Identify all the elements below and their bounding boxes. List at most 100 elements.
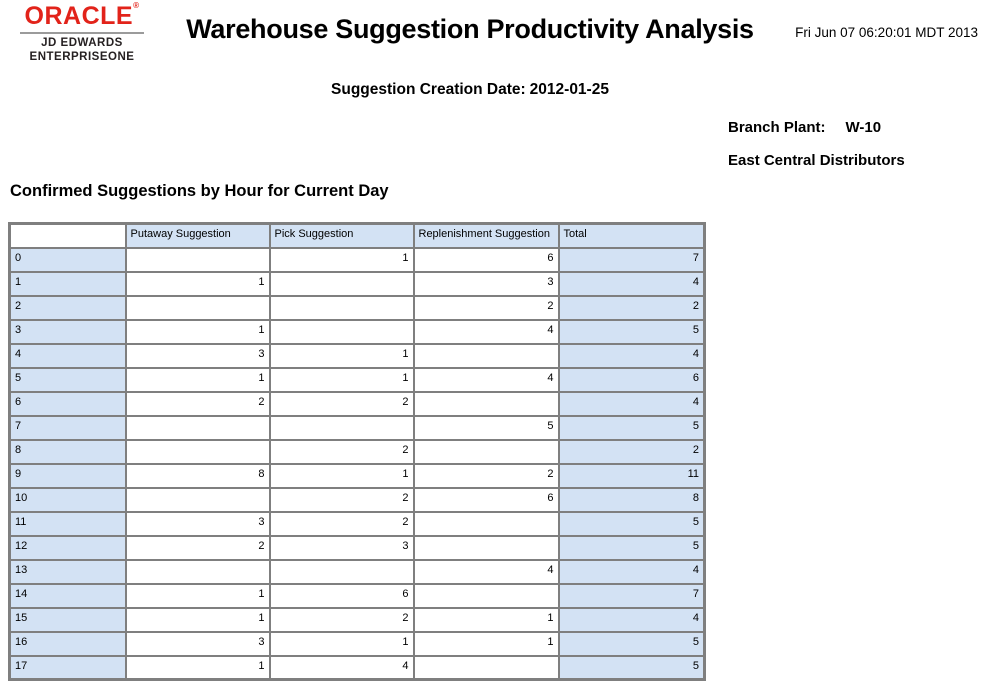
replenishment-value: 1	[412, 630, 560, 657]
replenishment-value: 2	[412, 294, 560, 321]
replenishment-value	[412, 342, 560, 369]
pick-value: 2	[268, 438, 415, 465]
table-row: 12 2 3 5	[8, 534, 706, 561]
total-value: 7	[557, 582, 706, 609]
total-value: 5	[557, 630, 706, 657]
total-value: 4	[557, 270, 706, 297]
column-header-putaway: Putaway Suggestion	[124, 222, 271, 249]
branch-plant-value: W-10	[845, 119, 882, 136]
hour-label: 2	[8, 294, 127, 321]
replenishment-value: 2	[412, 462, 560, 489]
pick-value	[268, 270, 415, 297]
putaway-value: 3	[124, 630, 271, 657]
table-row: 14 1 6 7	[8, 582, 706, 609]
registered-mark: ®	[133, 1, 140, 10]
total-value: 7	[557, 246, 706, 273]
hour-label: 1	[8, 270, 127, 297]
creation-date-value: 2012-01-25	[529, 81, 609, 98]
report-timestamp: Fri Jun 07 06:20:01 MDT 2013	[795, 25, 978, 40]
total-value: 5	[557, 654, 706, 681]
putaway-value	[124, 438, 271, 465]
pick-value: 1	[268, 630, 415, 657]
pick-value: 2	[268, 486, 415, 513]
total-value: 4	[557, 342, 706, 369]
hour-label: 3	[8, 318, 127, 345]
hour-label: 8	[8, 438, 127, 465]
hour-label: 14	[8, 582, 127, 609]
hour-label: 13	[8, 558, 127, 585]
suggestions-by-hour-table: Putaway Suggestion Pick Suggestion Reple…	[8, 222, 706, 681]
pick-value	[268, 558, 415, 585]
hour-label: 12	[8, 534, 127, 561]
pick-value: 6	[268, 582, 415, 609]
oracle-brand-text: ORACLE	[24, 2, 134, 30]
table-row: 11 3 2 5	[8, 510, 706, 537]
total-value: 11	[557, 462, 706, 489]
putaway-value: 1	[124, 582, 271, 609]
oracle-wordmark: ORACLE®	[18, 1, 146, 30]
column-header-total: Total	[557, 222, 706, 249]
hour-label: 10	[8, 486, 127, 513]
total-value: 4	[557, 390, 706, 417]
table-row: 17 1 4 5	[8, 654, 706, 681]
hour-label: 6	[8, 390, 127, 417]
pick-value: 2	[268, 510, 415, 537]
table-row: 16 3 1 1 5	[8, 630, 706, 657]
putaway-value: 2	[124, 390, 271, 417]
replenishment-value	[412, 582, 560, 609]
column-header-pick: Pick Suggestion	[268, 222, 415, 249]
pick-value: 1	[268, 462, 415, 489]
logo-line-enterpriseone: ENTERPRISEONE	[29, 51, 135, 63]
putaway-value: 1	[124, 270, 271, 297]
replenishment-value: 3	[412, 270, 560, 297]
putaway-value: 1	[124, 606, 271, 633]
pick-value	[268, 414, 415, 441]
branch-plant-label: Branch Plant:	[728, 119, 826, 136]
replenishment-value: 6	[412, 486, 560, 513]
total-value: 8	[557, 486, 706, 513]
logo-line-jd-edwards: JD EDWARDS	[41, 37, 123, 49]
branch-plant-name: East Central Distributors	[728, 152, 905, 169]
replenishment-value	[412, 534, 560, 561]
hour-label: 0	[8, 246, 127, 273]
page-title: Warehouse Suggestion Productivity Analys…	[186, 14, 754, 44]
pick-value	[268, 318, 415, 345]
total-value: 2	[557, 294, 706, 321]
hour-label: 11	[8, 510, 127, 537]
total-value: 5	[557, 534, 706, 561]
total-value: 2	[557, 438, 706, 465]
total-value: 4	[557, 558, 706, 585]
putaway-value: 1	[124, 366, 271, 393]
suggestion-creation-date: Suggestion Creation Date: 2012-01-25	[150, 81, 790, 99]
replenishment-value	[412, 438, 560, 465]
total-value: 5	[557, 414, 706, 441]
hour-label: 15	[8, 606, 127, 633]
table-body: 0 1 6 7 1 1 3 4 2 2 2 3 1 4 5 4 3 1 4 5 1 1 4 6 6 2 2 4 7 5 5 8 2 2 9 8 1 2 11…	[8, 246, 706, 681]
logo-divider	[20, 32, 144, 34]
putaway-value: 3	[124, 342, 271, 369]
pick-value: 4	[268, 654, 415, 681]
pick-value: 3	[268, 534, 415, 561]
pick-value: 1	[268, 366, 415, 393]
hour-label: 7	[8, 414, 127, 441]
hour-label: 4	[8, 342, 127, 369]
replenishment-value: 6	[412, 246, 560, 273]
branch-plant-line: Branch Plant: W-10	[728, 119, 881, 136]
putaway-value	[124, 246, 271, 273]
pick-value	[268, 294, 415, 321]
total-value: 5	[557, 318, 706, 345]
table-header-row: Putaway Suggestion Pick Suggestion Reple…	[8, 222, 706, 249]
pick-value: 1	[268, 246, 415, 273]
putaway-value	[124, 558, 271, 585]
table-row: 9 8 1 2 11	[8, 462, 706, 489]
putaway-value: 1	[124, 318, 271, 345]
replenishment-value	[412, 654, 560, 681]
